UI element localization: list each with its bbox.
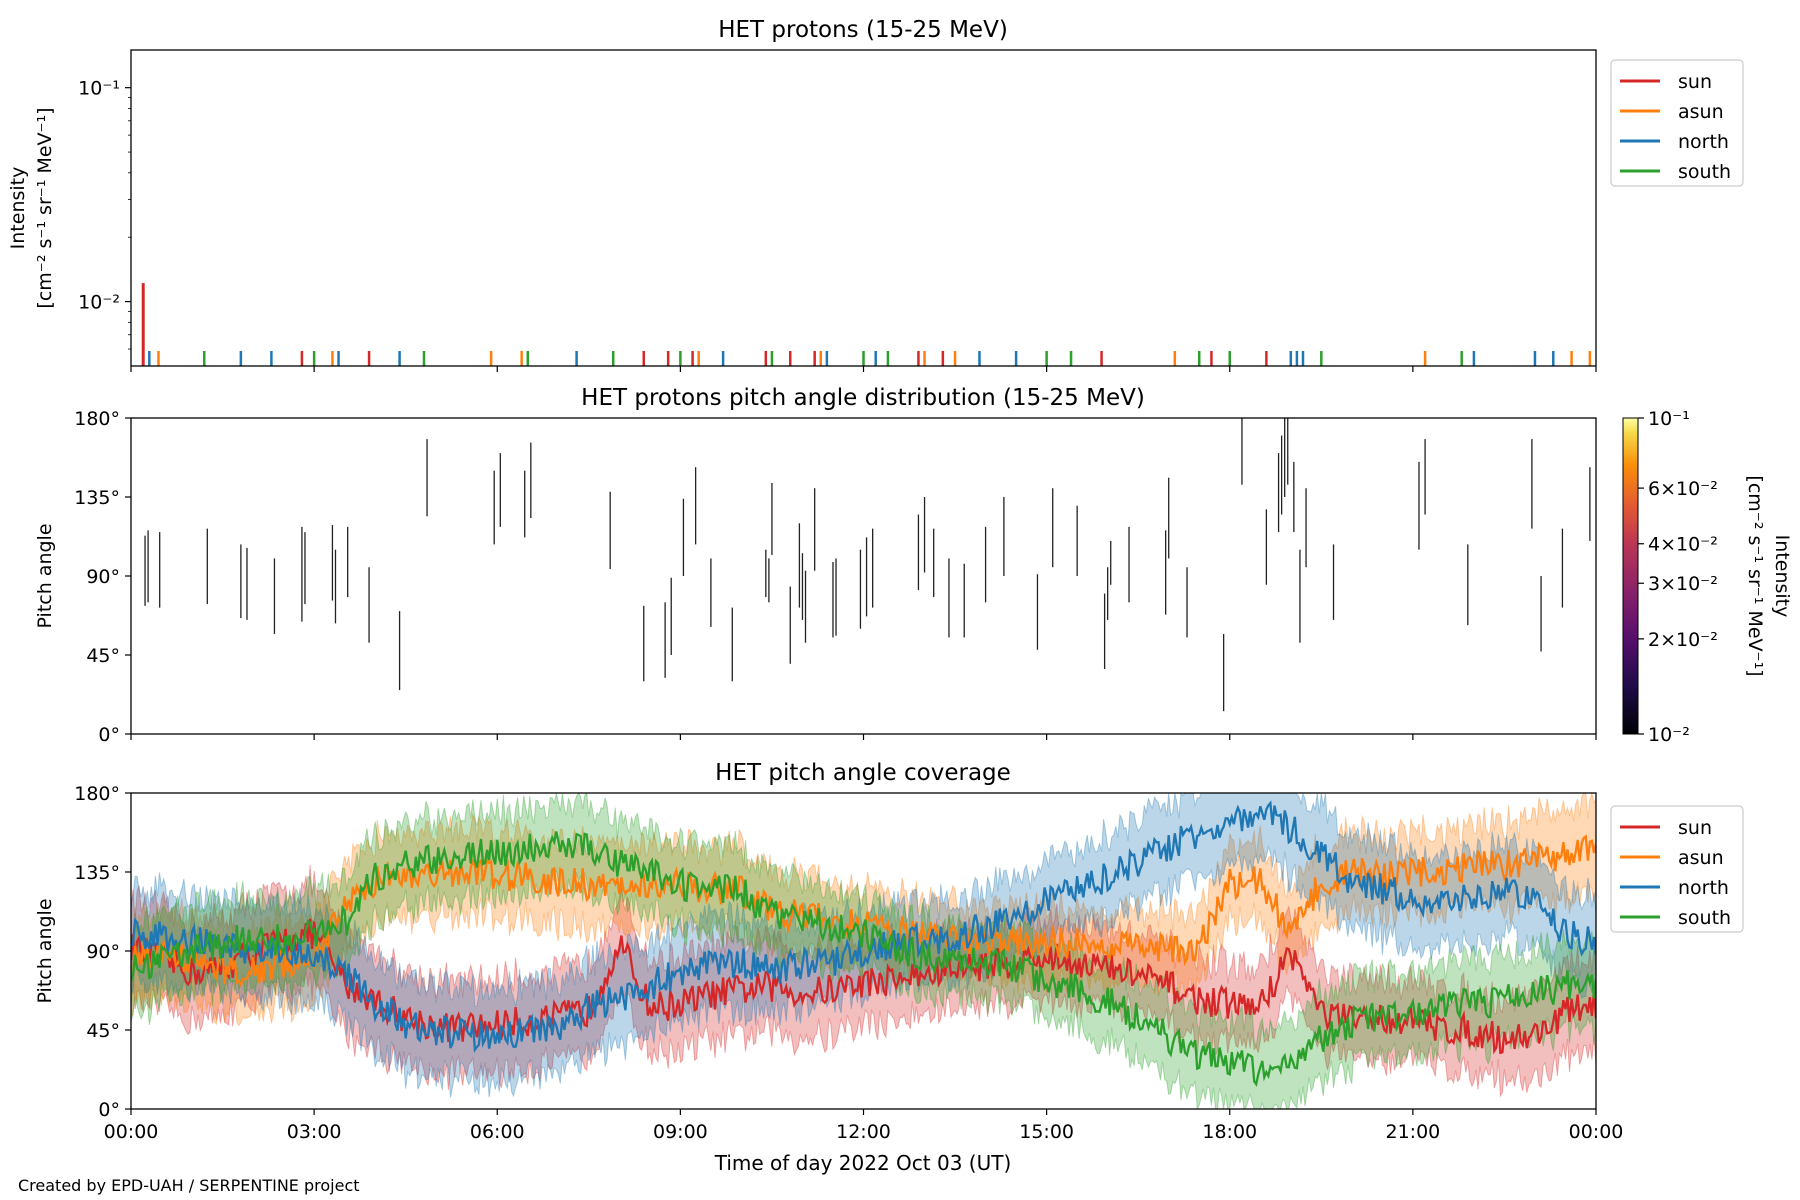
panel1-ylabel-line1: Intensity [7, 167, 29, 250]
panel1-title: HET protons (15-25 MeV) [718, 17, 1008, 43]
x-tick-label: 03:00 [287, 1121, 342, 1143]
panel3-legend: sun asun north south [1610, 805, 1744, 933]
panel3-ylabel: Pitch angle [34, 898, 56, 1003]
y-tick-label: 10⁻² [78, 292, 120, 314]
panel-pitch-coverage: HET pitch angle coverage Pitch angle 0° 4… [34, 760, 1744, 1175]
colorbar-tick-label: 3×10⁻² [1648, 573, 1718, 595]
coverage-line-south [131, 831, 1596, 1087]
colorbar-tick-label: 2×10⁻² [1648, 629, 1718, 651]
x-tick-label: 00:00 [1569, 1121, 1624, 1143]
colorbar-label-line2: [cm⁻² s⁻¹ sr⁻¹ MeV⁻¹] [1744, 475, 1766, 676]
y-tick-label: 90° [86, 941, 120, 963]
coverage-band-south [131, 793, 1596, 1109]
y-tick-label: 10⁻¹ [78, 78, 120, 100]
panel-pitch-distribution: HET protons pitch angle distribution (15… [34, 385, 1793, 746]
panel-intensity: HET protons (15-25 MeV) Intensity [cm⁻² … [7, 17, 1744, 372]
footer-credit: Created by EPD-UAH / SERPENTINE project [18, 1176, 360, 1195]
panel1-marks [141, 283, 1592, 366]
coverage-line-north [131, 800, 1596, 1053]
panel1-ylabel: Intensity [cm⁻² s⁻¹ sr⁻¹ MeV⁻¹] [7, 107, 56, 308]
legend-label-south: south [1678, 907, 1731, 929]
panel2-axes-frame [130, 417, 1597, 735]
x-tick-label: 21:00 [1385, 1121, 1440, 1143]
panel2-ylabel: Pitch angle [34, 523, 56, 628]
colorbar-label-line1: Intensity [1771, 535, 1793, 618]
y-tick-label: 180° [74, 783, 120, 805]
panel2-xticks [130, 734, 1597, 740]
panel1-ylabel-line2: [cm⁻² s⁻¹ sr⁻¹ MeV⁻¹] [34, 107, 56, 308]
legend-box [1610, 59, 1744, 187]
panel3-lines [131, 800, 1596, 1087]
panel2-marks [144, 418, 1591, 712]
panel2-yticks: 0° 45° 90° 135° 180° [74, 408, 131, 746]
colorbar-gradient [1622, 417, 1639, 735]
x-tick-label: 15:00 [1019, 1121, 1074, 1143]
legend-label-sun: sun [1678, 71, 1712, 93]
colorbar-tick-label: 6×10⁻² [1648, 478, 1718, 500]
x-tick-label: 09:00 [653, 1121, 708, 1143]
coverage-line-sun [131, 918, 1596, 1055]
y-tick-label: 45° [86, 1020, 120, 1042]
y-tick-label: 0° [98, 1099, 120, 1121]
x-tick-label: 18:00 [1202, 1121, 1257, 1143]
legend-label-sun: sun [1678, 817, 1712, 839]
legend-label-asun: asun [1678, 101, 1724, 123]
y-tick-label: 135° [74, 862, 120, 884]
y-tick-label: 180° [74, 408, 120, 430]
panel1-yticks: 10⁻² 10⁻¹ [78, 78, 131, 350]
panel3-title: HET pitch angle coverage [715, 760, 1011, 786]
panel2-title: HET protons pitch angle distribution (15… [581, 385, 1145, 411]
colorbar-ticks: 10⁻² 2×10⁻² 3×10⁻² 4×10⁻² 6×10⁻² 10⁻¹ [1638, 408, 1718, 746]
panel1-legend: sun asun north south [1610, 59, 1744, 187]
legend-box [1610, 805, 1744, 933]
panel3-xlabel: Time of day 2022 Oct 03 (UT) [714, 1151, 1012, 1175]
colorbar-tick-label: 10⁻¹ [1648, 408, 1690, 430]
x-tick-label: 06:00 [470, 1121, 525, 1143]
legend-label-north: north [1678, 131, 1729, 153]
y-tick-label: 135° [74, 487, 120, 509]
colorbar-tick-label: 4×10⁻² [1648, 534, 1718, 556]
y-tick-label: 45° [86, 645, 120, 667]
colorbar-tick-label: 10⁻² [1648, 724, 1690, 746]
panel3-axes-frame [130, 792, 1597, 1110]
x-tick-label: 00:00 [104, 1121, 159, 1143]
panel3-xticks: 00:00 03:00 06:00 09:00 12:00 15:00 18:00 21:00… [104, 1109, 1624, 1143]
y-tick-label: 0° [98, 724, 120, 746]
legend-label-north: north [1678, 877, 1729, 899]
panel3-yticks: 0° 45° 90° 135° 180° [74, 783, 131, 1121]
y-tick-label: 90° [86, 566, 120, 588]
colorbar: 10⁻² 2×10⁻² 3×10⁻² 4×10⁻² 6×10⁻² 10⁻¹ Intensi… [1622, 408, 1793, 746]
panel3-bands [131, 793, 1596, 1109]
panel1-xticks [130, 366, 1597, 372]
panel1-axes-frame [130, 49, 1597, 367]
colorbar-label: Intensity [cm⁻² s⁻¹ sr⁻¹ MeV⁻¹] [1744, 475, 1793, 676]
x-tick-label: 12:00 [836, 1121, 891, 1143]
legend-label-south: south [1678, 161, 1731, 183]
legend-label-asun: asun [1678, 847, 1724, 869]
